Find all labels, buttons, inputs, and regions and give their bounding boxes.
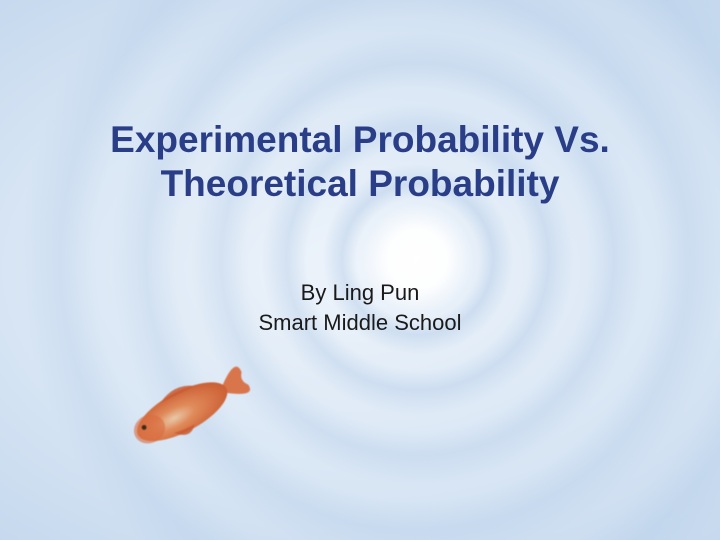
slide-byline: By Ling Pun Smart Middle School: [0, 278, 720, 337]
title-line-2: Theoretical Probability: [0, 162, 720, 206]
byline-line-2: Smart Middle School: [0, 308, 720, 338]
slide-title: Experimental Probability Vs. Theoretical…: [0, 118, 720, 205]
byline-line-1: By Ling Pun: [0, 278, 720, 308]
slide: Experimental Probability Vs. Theoretical…: [0, 0, 720, 540]
koi-fish-icon: [117, 346, 265, 469]
title-line-1: Experimental Probability Vs.: [0, 118, 720, 162]
